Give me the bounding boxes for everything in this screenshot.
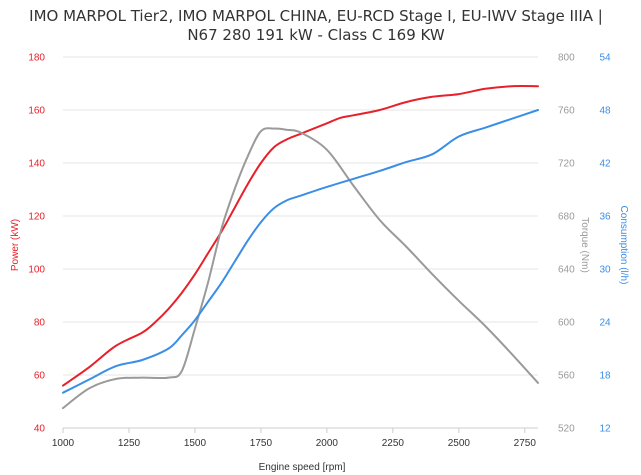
power-axis-tick-label: 140 bbox=[28, 159, 45, 170]
power-line bbox=[62, 84, 539, 387]
power-axis-tick-label: 60 bbox=[34, 371, 46, 382]
consumption-axis: 12 18 24 30 36 42 48 54 bbox=[599, 53, 611, 435]
power-axis-tick-label: 180 bbox=[28, 53, 45, 64]
x-tick-label: 1500 bbox=[184, 438, 207, 449]
consumption-line bbox=[62, 109, 539, 394]
torque-axis-tick-label: 640 bbox=[558, 265, 575, 276]
consumption-axis-tick-label: 30 bbox=[599, 265, 611, 276]
chart-title: IMO MARPOL Tier2, IMO MARPOL CHINA, EU-R… bbox=[29, 7, 603, 44]
series-lines bbox=[62, 84, 539, 410]
consumption-axis-tick-label: 12 bbox=[599, 424, 611, 435]
x-axis: 1000 1250 1500 1750 2000 2250 2500 2750 bbox=[52, 427, 538, 449]
power-axis-tick-label: 80 bbox=[34, 318, 46, 329]
power-axis-tick-label: 120 bbox=[28, 212, 45, 223]
chart-title-line-1: IMO MARPOL Tier2, IMO MARPOL CHINA, EU-R… bbox=[29, 7, 603, 25]
consumption-axis-tick-label: 42 bbox=[599, 159, 611, 170]
consumption-axis-title: Consumption (l/h) bbox=[618, 206, 629, 285]
torque-axis-tick-label: 520 bbox=[558, 424, 575, 435]
consumption-axis-tick-label: 24 bbox=[599, 318, 611, 329]
gridlines bbox=[63, 56, 538, 429]
torque-axis-tick-label: 760 bbox=[558, 106, 575, 117]
consumption-axis-tick-label: 36 bbox=[599, 212, 611, 223]
torque-line bbox=[62, 127, 539, 410]
torque-axis-title: Torque (Nm) bbox=[579, 217, 590, 273]
torque-axis-tick-label: 800 bbox=[558, 53, 575, 64]
power-axis-tick-label: 100 bbox=[28, 265, 45, 276]
x-tick-label: 1000 bbox=[52, 438, 75, 449]
x-axis-title: Engine speed [rpm] bbox=[259, 462, 346, 473]
consumption-axis-tick-label: 54 bbox=[599, 53, 611, 64]
power-axis-tick-label: 40 bbox=[34, 424, 46, 435]
x-tick-label: 2750 bbox=[514, 438, 537, 449]
torque-axis-tick-label: 600 bbox=[558, 318, 575, 329]
consumption-axis-tick-label: 48 bbox=[599, 106, 611, 117]
power-axis-title: Power (kW) bbox=[10, 219, 21, 271]
x-tick-label: 2000 bbox=[316, 438, 339, 449]
power-axis-tick-label: 160 bbox=[28, 106, 45, 117]
torque-axis-tick-label: 680 bbox=[558, 212, 575, 223]
x-tick-label: 1250 bbox=[118, 438, 141, 449]
chart-title-line-2: N67 280 191 kW - Class C 169 KW bbox=[187, 26, 445, 44]
x-tick-label: 2500 bbox=[448, 438, 471, 449]
x-tick-label: 2250 bbox=[382, 438, 405, 449]
torque-axis-tick-label: 720 bbox=[558, 159, 575, 170]
torque-axis-tick-label: 560 bbox=[558, 371, 575, 382]
power-axis: 40 60 80 100 120 140 160 180 bbox=[28, 53, 45, 435]
torque-axis: 520 560 600 640 680 720 760 800 bbox=[558, 53, 575, 435]
consumption-axis-tick-label: 18 bbox=[599, 371, 611, 382]
x-tick-label: 1750 bbox=[250, 438, 273, 449]
